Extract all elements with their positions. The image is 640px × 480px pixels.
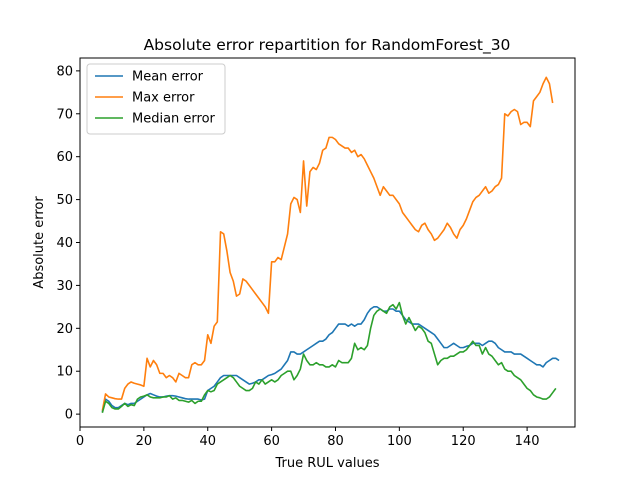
y-tick-label: 30 bbox=[56, 279, 73, 294]
x-tick-label: 80 bbox=[327, 434, 344, 449]
chart-title: Absolute error repartition for RandomFor… bbox=[144, 36, 511, 55]
y-tick-label: 60 bbox=[56, 150, 73, 165]
x-tick-label: 100 bbox=[387, 434, 412, 449]
legend: Mean error Max error Median error bbox=[86, 63, 226, 135]
y-tick-label: 0 bbox=[65, 408, 73, 423]
y-tick-label: 10 bbox=[56, 365, 73, 380]
y-tick-label: 20 bbox=[56, 322, 73, 337]
x-tick-label: 140 bbox=[515, 434, 540, 449]
series-line-mean-error bbox=[101, 306, 560, 413]
plot-lines bbox=[101, 76, 560, 414]
x-axis: 0 20 40 60 80 100 120 140 bbox=[76, 427, 540, 449]
legend-label: Mean error bbox=[132, 70, 204, 85]
legend-label: Median error bbox=[132, 112, 216, 127]
x-axis-label: True RUL values bbox=[275, 456, 380, 471]
x-tick-label: 20 bbox=[136, 434, 153, 449]
y-tick-label: 40 bbox=[56, 236, 73, 251]
y-tick-label: 70 bbox=[56, 107, 73, 122]
y-axis: 0 10 20 30 40 50 60 70 80 bbox=[56, 64, 80, 423]
y-tick-label: 50 bbox=[56, 193, 73, 208]
legend-label: Max error bbox=[132, 91, 195, 106]
x-tick-label: 120 bbox=[451, 434, 476, 449]
series-line-median-error bbox=[101, 301, 557, 414]
series-line-max-error bbox=[101, 76, 554, 411]
x-tick-label: 60 bbox=[263, 434, 280, 449]
y-axis-label: Absolute error bbox=[32, 196, 47, 289]
x-tick-label: 0 bbox=[76, 434, 84, 449]
y-tick-label: 80 bbox=[56, 64, 73, 79]
legend-box bbox=[86, 63, 226, 135]
x-tick-label: 40 bbox=[199, 434, 216, 449]
